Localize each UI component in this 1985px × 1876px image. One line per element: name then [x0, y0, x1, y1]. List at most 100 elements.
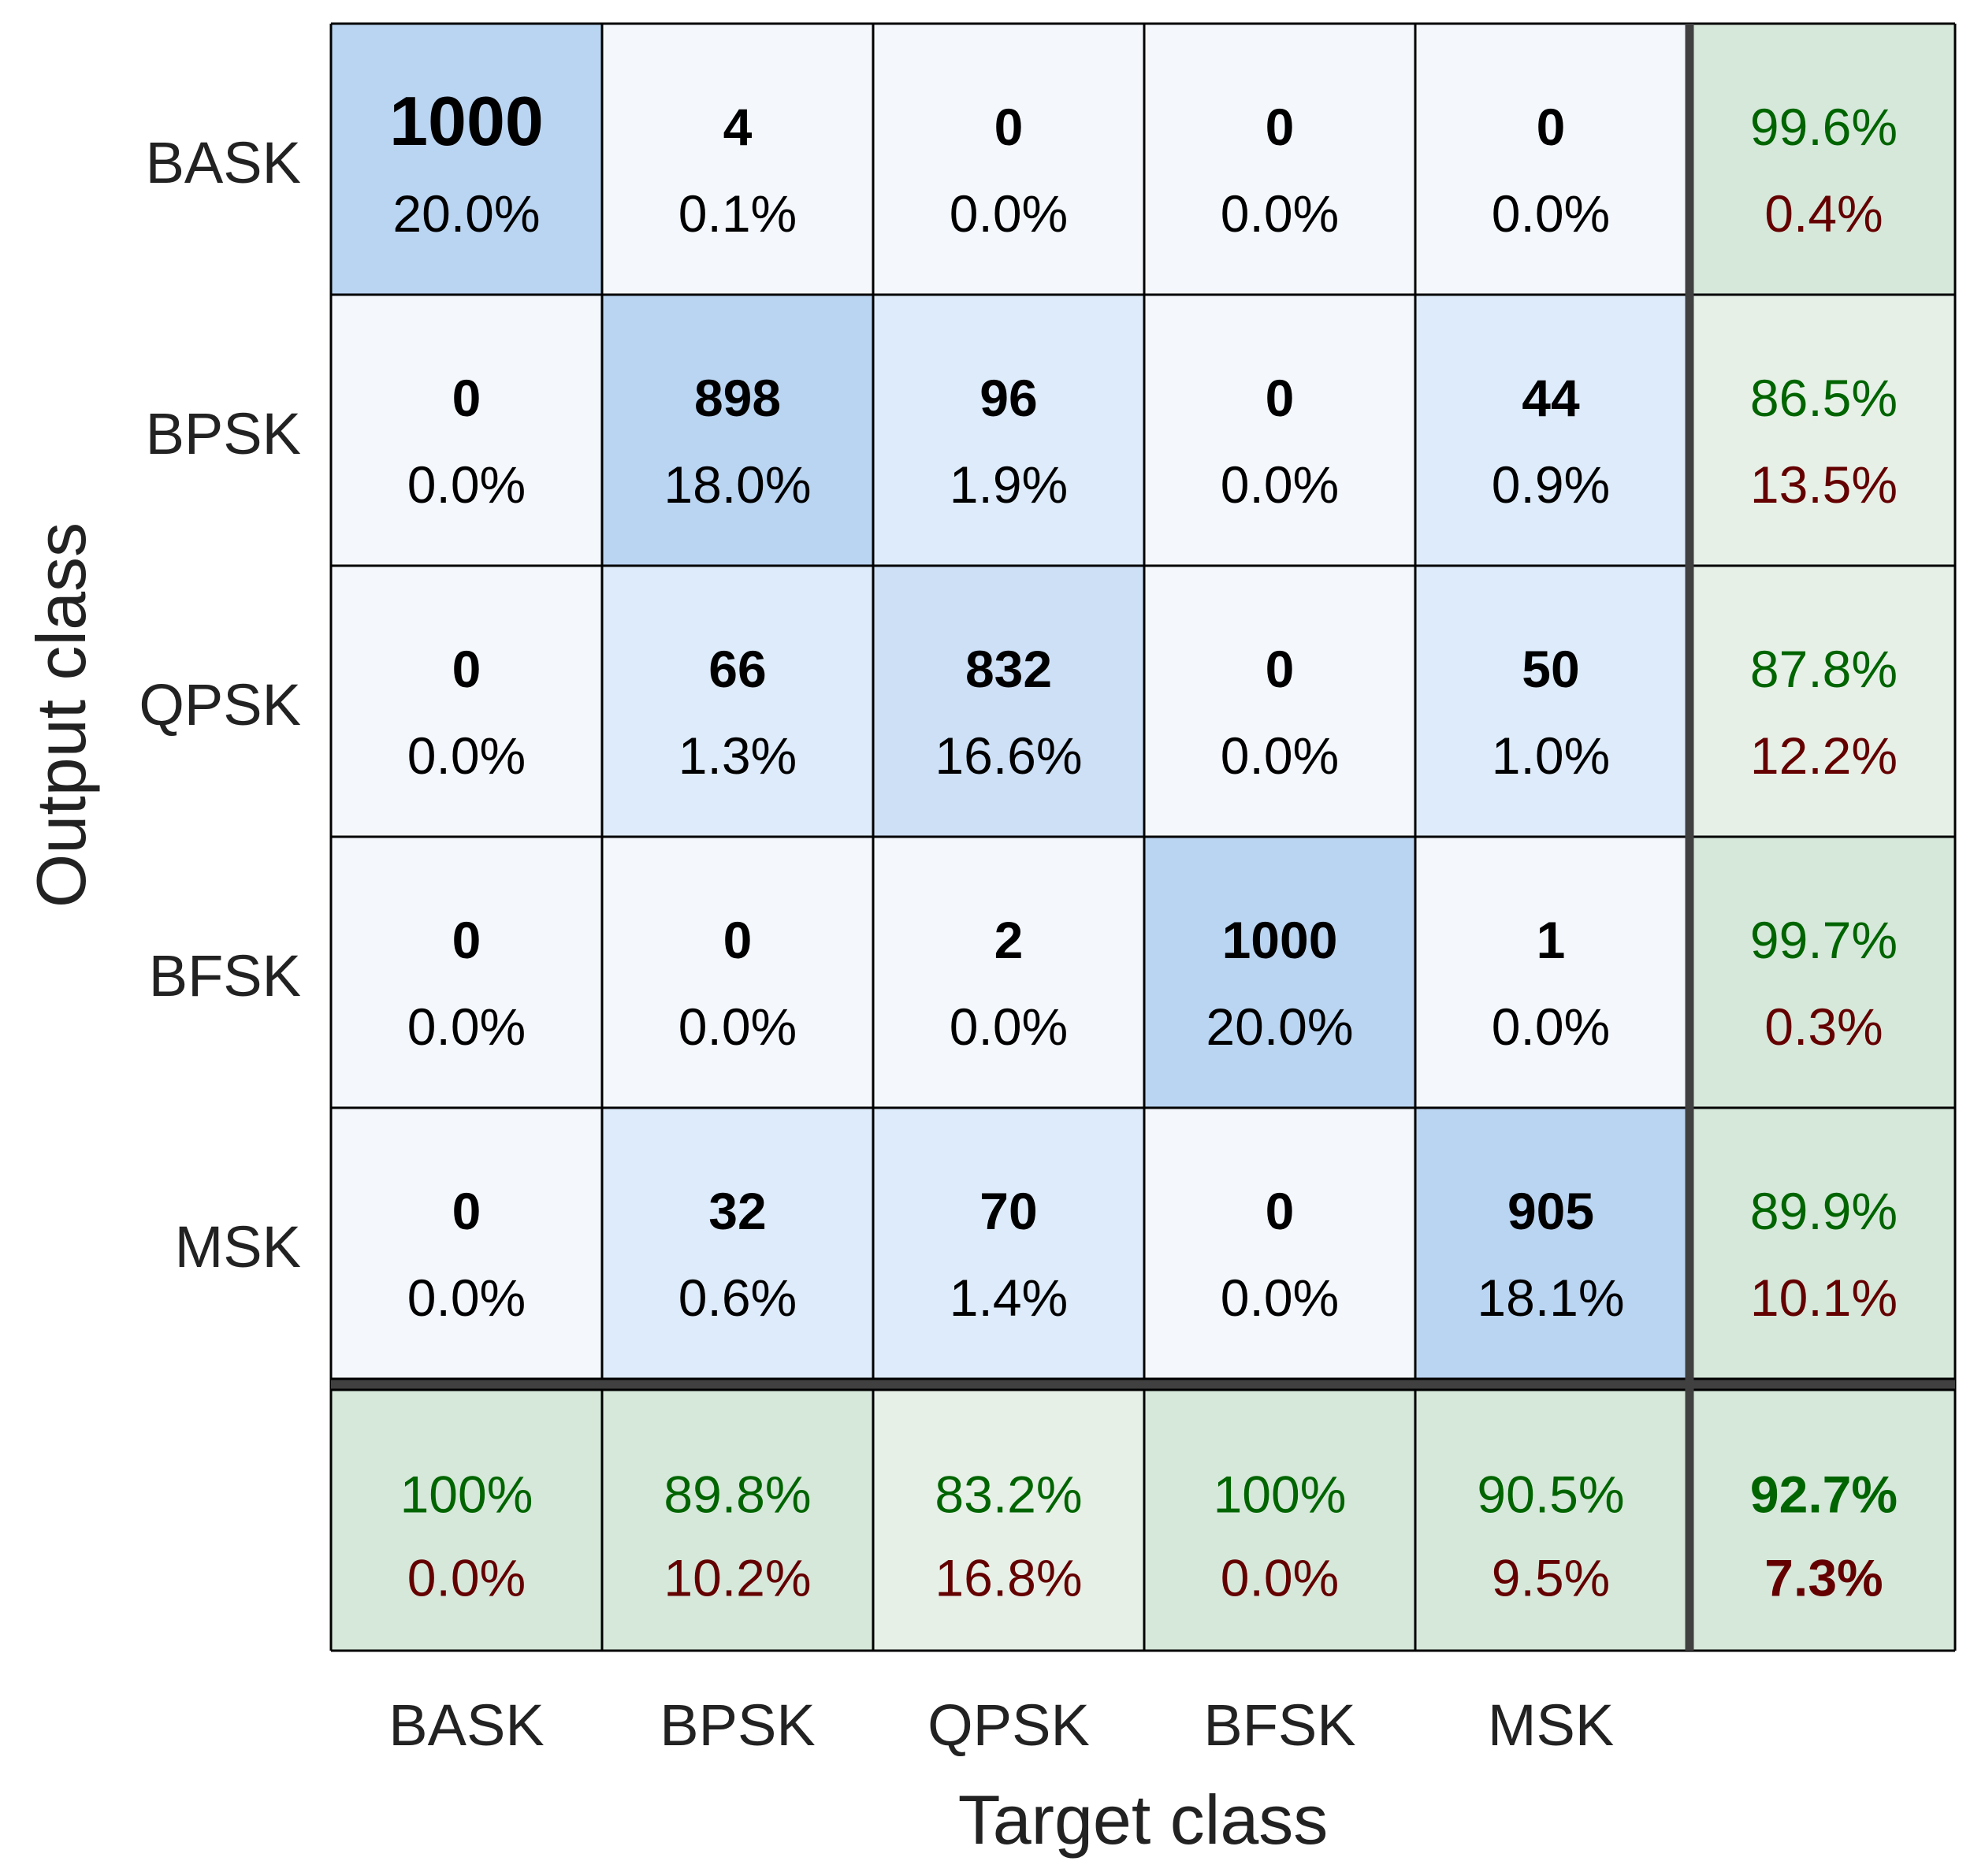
x-tick-label: BPSK — [660, 1692, 815, 1758]
col-summary-cell — [602, 1390, 873, 1651]
matrix-cell — [602, 837, 873, 1108]
cell-count-label: 0 — [1266, 640, 1295, 698]
cell-count-label: 0 — [1266, 98, 1295, 156]
col-summary-cell — [1415, 1390, 1686, 1651]
cell-percent-label: 0.0% — [1221, 184, 1339, 243]
cell-count-label: 0 — [452, 1182, 481, 1240]
cell-count-label: 96 — [979, 369, 1037, 427]
cell-percent-label: 1.4% — [950, 1269, 1068, 1327]
row-error-label: 12.2% — [1750, 726, 1898, 785]
cell-count-label: 898 — [694, 369, 781, 427]
cell-count-label: 50 — [1522, 640, 1579, 698]
cell-count-label: 0 — [1266, 1182, 1295, 1240]
matrix-cell — [602, 295, 873, 566]
cell-percent-label: 18.0% — [664, 455, 811, 514]
matrix-text: 100020.0%40.1%00.0%00.0%00.0%00.0%89818.… — [139, 82, 1898, 1758]
cell-percent-label: 0.0% — [1492, 997, 1610, 1056]
matrix-cell — [602, 24, 873, 295]
cell-count-label: 66 — [708, 640, 766, 698]
col-error-label: 0.0% — [1221, 1549, 1339, 1607]
matrix-cell — [331, 295, 602, 566]
matrix-cell — [602, 566, 873, 837]
col-summary-cell — [873, 1390, 1144, 1651]
cell-percent-label: 0.0% — [950, 997, 1068, 1056]
matrix-cell — [1415, 24, 1686, 295]
matrix-cell — [1144, 837, 1415, 1108]
x-tick-label: QPSK — [927, 1692, 1090, 1758]
matrix-cell — [1144, 24, 1415, 295]
col-correct-label: 100% — [400, 1466, 533, 1524]
matrix-cell — [873, 566, 1144, 837]
col-error-label: 16.8% — [935, 1549, 1082, 1607]
cell-count-label: 0 — [723, 911, 753, 969]
matrix-grid — [329, 22, 1957, 1652]
cell-percent-label: 0.0% — [407, 1269, 526, 1327]
row-summary-cell — [1693, 1108, 1955, 1379]
matrix-cell — [1144, 1108, 1415, 1379]
cell-percent-label: 0.1% — [678, 184, 797, 243]
cell-percent-label: 20.0% — [1206, 997, 1353, 1056]
col-summary-cell — [331, 1390, 602, 1651]
cell-percent-label: 20.0% — [392, 184, 540, 243]
col-correct-label: 83.2% — [935, 1466, 1082, 1524]
cell-percent-label: 1.0% — [1492, 726, 1610, 785]
cell-percent-label: 0.0% — [1221, 726, 1339, 785]
row-error-label: 0.3% — [1764, 997, 1883, 1056]
col-correct-label: 90.5% — [1477, 1466, 1624, 1524]
cell-percent-label: 0.0% — [407, 455, 526, 514]
matrix-cell — [1415, 1108, 1686, 1379]
cell-count-label: 2 — [994, 911, 1024, 969]
row-correct-label: 86.5% — [1750, 369, 1898, 427]
y-tick-label: MSK — [175, 1214, 301, 1280]
cell-count-label: 0 — [452, 640, 481, 698]
cell-percent-label: 0.9% — [1492, 455, 1610, 514]
matrix-cell — [331, 24, 602, 295]
matrix-cell — [602, 1108, 873, 1379]
y-axis-label: Output class — [22, 522, 100, 908]
matrix-cell — [873, 295, 1144, 566]
col-correct-label: 100% — [1214, 1466, 1347, 1524]
x-tick-label: MSK — [1488, 1692, 1614, 1758]
cell-percent-label: 1.9% — [950, 455, 1068, 514]
row-summary-cell — [1693, 24, 1955, 295]
axis-labels: Target class Output class — [22, 522, 1328, 1859]
cell-count-label: 1000 — [389, 82, 544, 160]
row-correct-label: 87.8% — [1750, 640, 1898, 698]
y-tick-label: BPSK — [146, 401, 301, 466]
y-tick-label: BASK — [146, 130, 301, 195]
cell-percent-label: 0.6% — [678, 1269, 797, 1327]
row-summary-cell — [1693, 837, 1955, 1108]
cell-count-label: 1 — [1537, 911, 1566, 969]
cell-count-label: 70 — [979, 1182, 1037, 1240]
matrix-cell — [1144, 566, 1415, 837]
row-correct-label: 99.6% — [1750, 98, 1898, 156]
overall-correct-label: 92.7% — [1750, 1466, 1898, 1524]
cell-percent-label: 1.3% — [678, 726, 797, 785]
col-error-label: 0.0% — [407, 1549, 526, 1607]
x-axis-label: Target class — [958, 1781, 1329, 1859]
cell-percent-label: 0.0% — [407, 726, 526, 785]
cell-count-label: 0 — [1537, 98, 1566, 156]
row-error-label: 10.1% — [1750, 1269, 1898, 1327]
row-correct-label: 99.7% — [1750, 911, 1898, 969]
y-tick-label: QPSK — [139, 672, 301, 737]
x-tick-label: BASK — [388, 1692, 544, 1758]
cell-percent-label: 18.1% — [1477, 1269, 1624, 1327]
cell-count-label: 832 — [965, 640, 1052, 698]
matrix-cell — [1144, 295, 1415, 566]
matrix-cell — [331, 566, 602, 837]
cell-percent-label: 16.6% — [935, 726, 1082, 785]
matrix-cell — [873, 24, 1144, 295]
col-error-label: 9.5% — [1492, 1549, 1610, 1607]
row-error-label: 0.4% — [1764, 184, 1883, 243]
col-summary-cell — [1144, 1390, 1415, 1651]
matrix-cell — [873, 1108, 1144, 1379]
x-tick-label: BFSK — [1203, 1692, 1355, 1758]
y-tick-label: BFSK — [149, 943, 301, 1009]
cell-count-label: 905 — [1507, 1182, 1594, 1240]
cell-percent-label: 0.0% — [1221, 1269, 1339, 1327]
cell-percent-label: 0.0% — [1492, 184, 1610, 243]
row-correct-label: 89.9% — [1750, 1182, 1898, 1240]
cell-count-label: 44 — [1522, 369, 1580, 427]
matrix-cell — [331, 1108, 602, 1379]
